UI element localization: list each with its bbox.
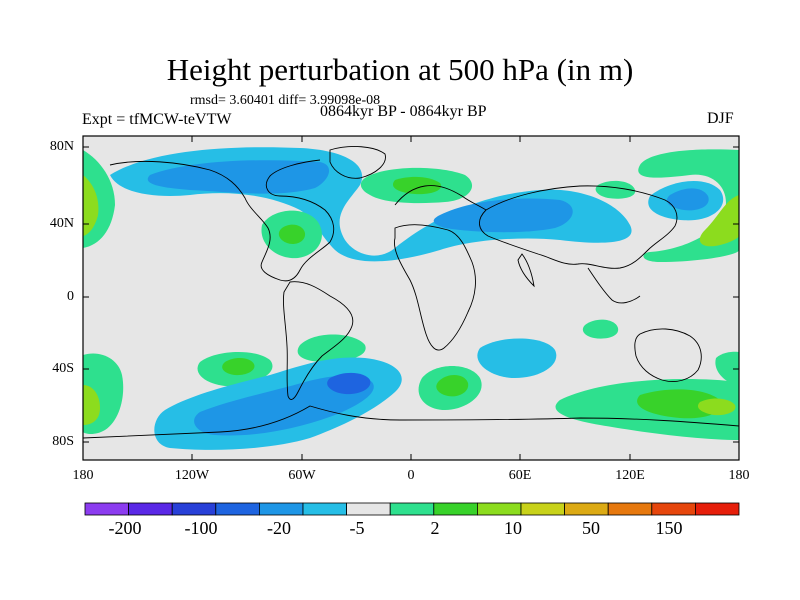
- contour-south-ind-yellow: [697, 398, 736, 416]
- contour-eastpac-yellow: [699, 195, 739, 247]
- contour-westpac-yellow: [83, 175, 99, 236]
- contour-indian-blue: [477, 338, 557, 378]
- coast-antarctica: [83, 405, 739, 439]
- contour-south-ind-green-dark: [637, 389, 722, 419]
- coast-se-asia: [587, 267, 641, 304]
- lat-label: 40S: [52, 361, 74, 376]
- coast-greenland: [329, 146, 386, 179]
- coast-europe: [394, 185, 487, 211]
- lon-label: 120E: [615, 468, 645, 483]
- lon-label: 60E: [508, 468, 532, 483]
- lat-label: 80N: [49, 139, 74, 154]
- lon-label: 180: [72, 468, 94, 483]
- colorbar-swatch: [520, 502, 565, 516]
- colorbar-swatch: [171, 502, 217, 516]
- experiment-label: Expt = tfMCW-teVTW: [82, 111, 232, 128]
- contour-indian-green: [582, 319, 619, 339]
- colorbar: [84, 502, 740, 516]
- colorbar-label: -200: [108, 518, 142, 538]
- colorbar-label: -20: [267, 518, 291, 538]
- contour-south-blue-deep: [327, 372, 371, 395]
- lat-label: 80S: [52, 434, 74, 449]
- map-title: Height perturbation at 500 hPa (in m): [166, 52, 634, 87]
- contour-na-green-dark: [278, 224, 306, 244]
- map-field: [83, 136, 739, 460]
- colorbar-label: 2: [430, 518, 440, 538]
- contour-south-pac-green-dark: [222, 358, 255, 376]
- coast-india: [517, 253, 535, 288]
- coastlines: [83, 146, 739, 439]
- lat-label: 0: [67, 289, 74, 304]
- contour-europe-green-dark: [392, 176, 442, 195]
- coast-south-america: [283, 281, 354, 400]
- contour-sw-pac-yellow: [83, 385, 100, 425]
- period-label: 0864kyr BP - 0864kyr BP: [320, 103, 487, 120]
- contour-far-east-green: [715, 351, 739, 385]
- contour-south-blue-dark: [194, 375, 374, 436]
- colorbar-swatch: [84, 502, 129, 516]
- coast-asia: [479, 185, 678, 269]
- colorbar-label: -5: [349, 518, 365, 538]
- colorbar-swatch: [346, 502, 391, 516]
- lon-label: 180: [728, 468, 750, 483]
- colorbar-swatch: [564, 502, 609, 516]
- contour-north-blue-dark: [147, 160, 330, 194]
- lat-label: 40N: [49, 216, 74, 231]
- season-label: DJF: [707, 110, 734, 127]
- colorbar-label: 50: [582, 518, 600, 538]
- colorbar-label: 10: [504, 518, 522, 538]
- colorbar-swatch: [476, 502, 522, 516]
- colorbar-swatch: [389, 502, 435, 516]
- colorbar-swatch: [258, 502, 304, 516]
- contour-siberia-green: [595, 180, 636, 199]
- colorbar-swatch: [651, 502, 696, 516]
- coast-australia: [634, 328, 702, 382]
- axis-ticks: [83, 136, 739, 460]
- colorbar-swatch: [302, 502, 347, 516]
- contour-south-atl-green-dark: [436, 374, 469, 397]
- colorbar-swatch: [607, 502, 653, 516]
- colorbar-swatch: [695, 502, 740, 516]
- contour-pacific-blue-dark: [666, 188, 709, 211]
- contour-asia-blue-dark: [433, 198, 573, 233]
- colorbar-swatch: [128, 502, 173, 516]
- lon-label: 120W: [174, 468, 210, 483]
- colorbar-label: -100: [184, 518, 218, 538]
- coast-africa: [394, 224, 476, 351]
- colorbar-label: 150: [655, 518, 683, 538]
- colorbar-swatch: [215, 502, 260, 516]
- lon-label: 60W: [288, 468, 316, 483]
- coast-north-america: [109, 159, 335, 282]
- stats-label: rmsd= 3.60401 diff= 3.99098e-08: [190, 93, 381, 108]
- lon-label: 0: [407, 468, 415, 483]
- colorbar-swatch: [433, 502, 478, 516]
